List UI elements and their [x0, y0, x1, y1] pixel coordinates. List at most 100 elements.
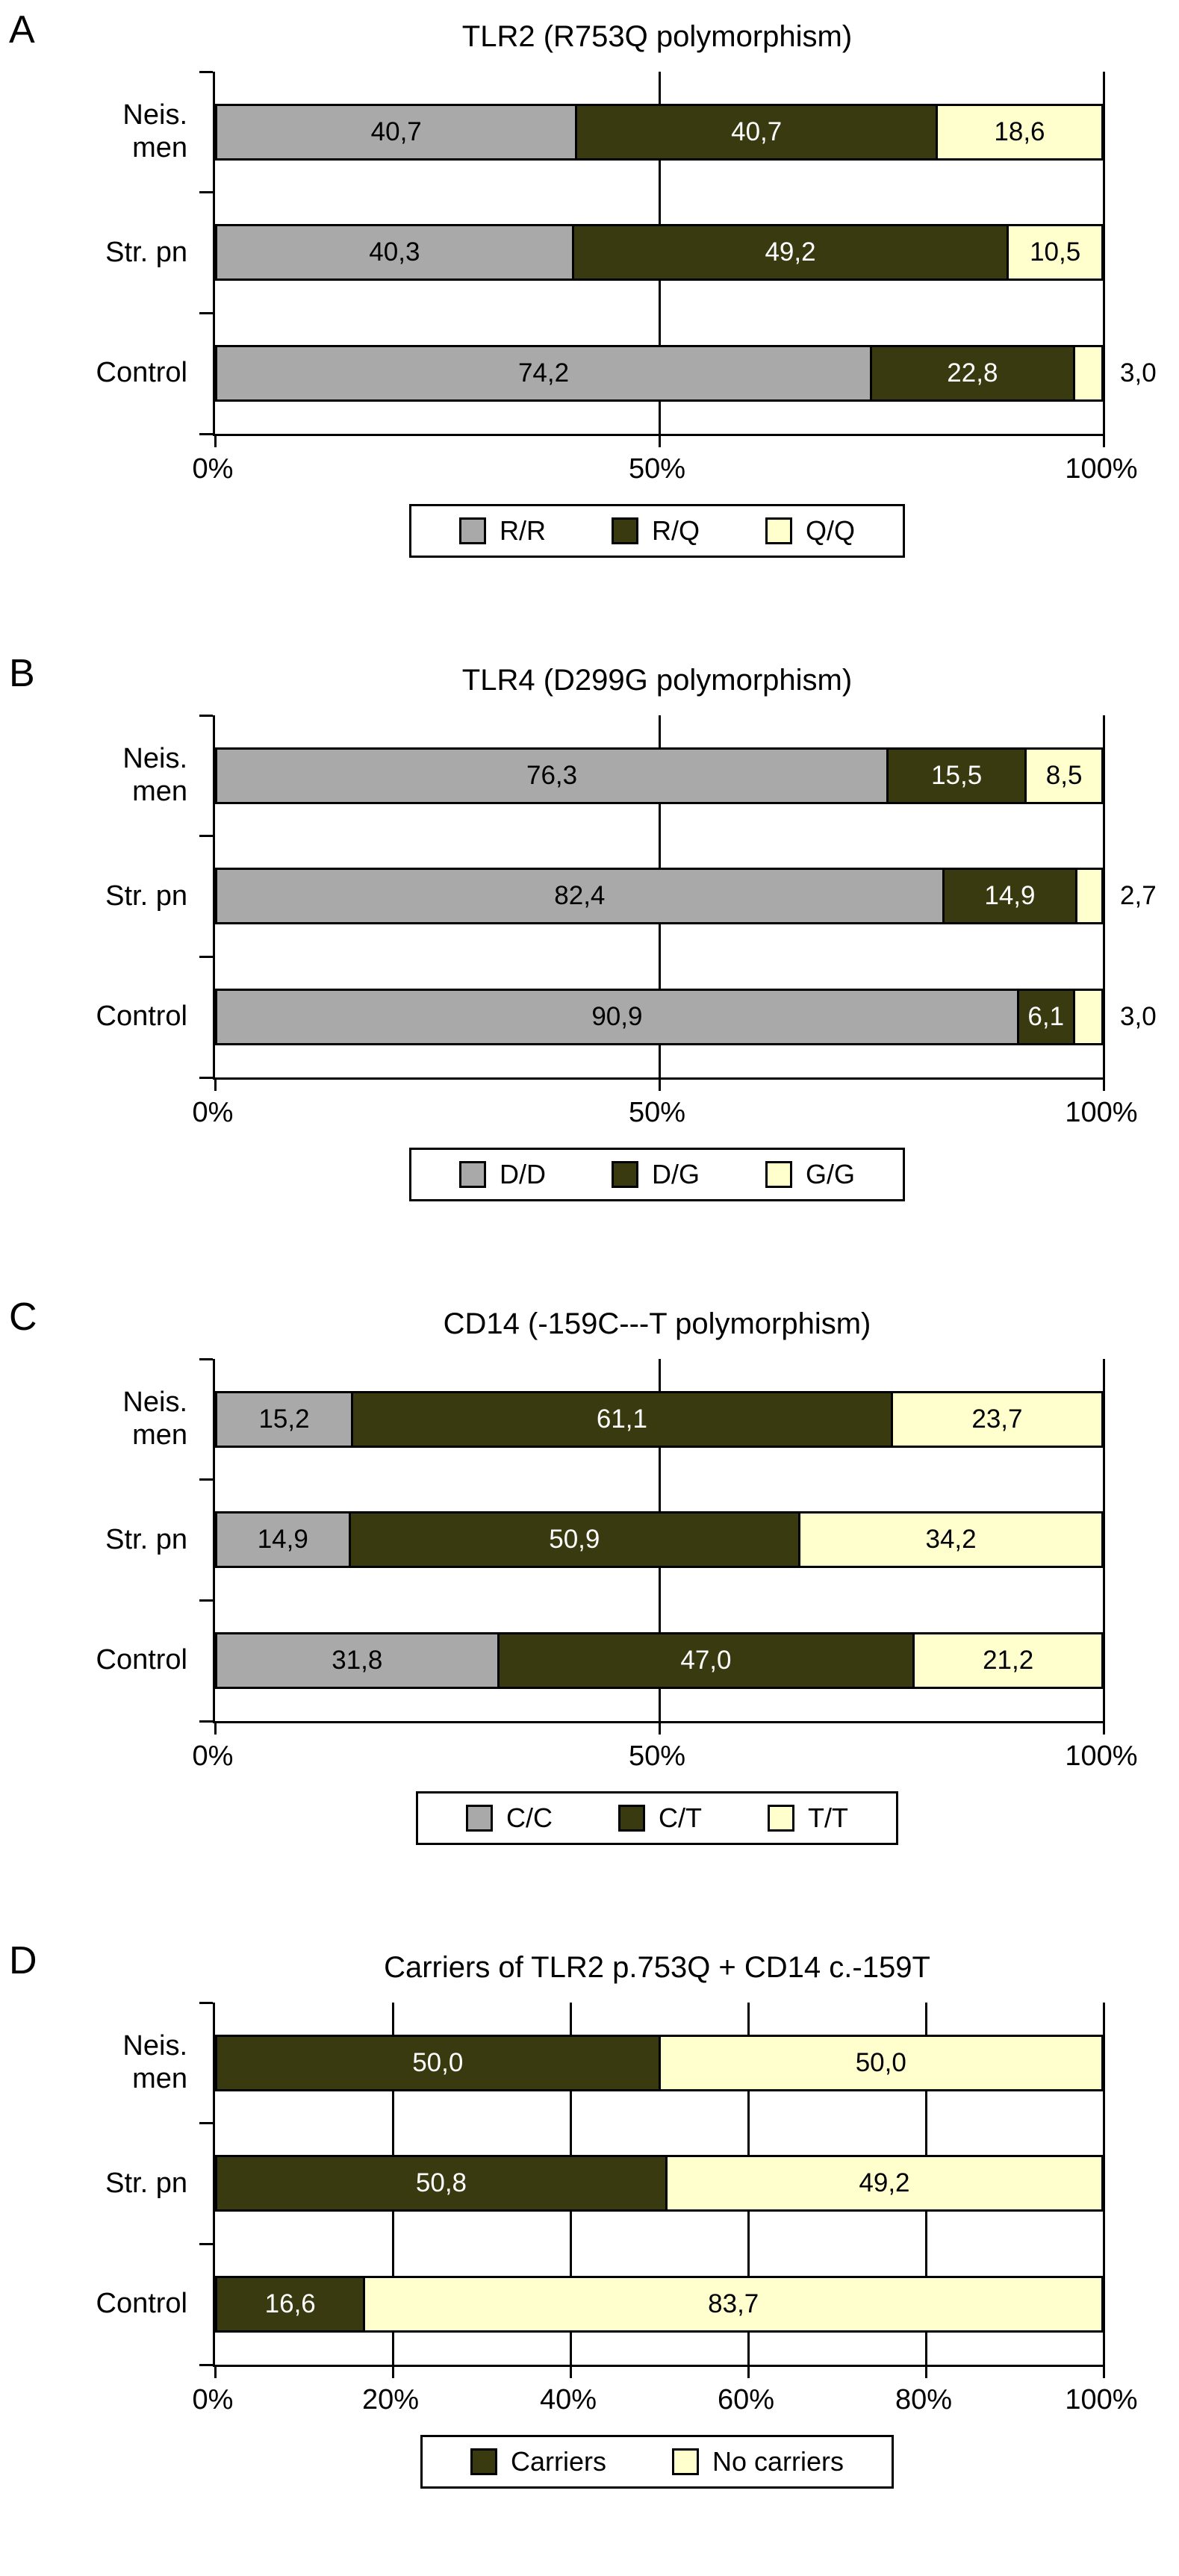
stacked-bar: 40,7 40,7 18,6	[215, 103, 1104, 161]
bar-value-label: 83,7	[708, 2289, 759, 2319]
bar-row: 14,9 50,9 34,2	[215, 1480, 1104, 1601]
bar-segment: 90,9	[215, 989, 1019, 1046]
bar-row: 3,0 90,9 6,1	[215, 956, 1157, 1077]
bar-value-label: 50,8	[415, 2168, 467, 2198]
x-axis-tick	[214, 2365, 217, 2378]
y-axis-tick	[199, 432, 213, 435]
chart-panel: B TLR4 (D299G polymorphism) Neis. men Str…	[0, 644, 1179, 1287]
legend-label: C/C	[506, 1802, 553, 1833]
legend-item: Q/Q	[765, 515, 855, 547]
bar-value-label: 76,3	[526, 760, 578, 790]
x-axis-tick-label: 50%	[628, 453, 686, 485]
bar-value-label: 74,2	[517, 358, 570, 388]
bar-value-label: 49,2	[859, 2168, 910, 2198]
legend-item: Carriers	[470, 2446, 606, 2477]
bar-segment	[1072, 345, 1104, 402]
bar-value-label: 82,4	[554, 881, 606, 911]
gridline	[1102, 1359, 1105, 1721]
bar-row: 76,3 15,5 8,5	[215, 715, 1104, 836]
legend-item: No carriers	[671, 2446, 844, 2477]
bar-value-label: 15,5	[931, 760, 983, 790]
legend-label: Q/Q	[806, 515, 856, 546]
legend-item: R/Q	[611, 515, 700, 547]
x-axis-tick-label: 100%	[1065, 2384, 1138, 2415]
legend-swatch	[470, 2448, 497, 2475]
bar-segment: 40,7	[215, 103, 578, 161]
bar-row: 40,3 49,2 10,5	[215, 193, 1104, 314]
bar-value-label: 14,9	[984, 881, 1036, 911]
legend-item: G/G	[765, 1159, 855, 1190]
bar-value-label: 40,7	[370, 116, 422, 146]
legend-label: Carriers	[510, 2446, 606, 2477]
legend-wrap: D/D D/G G/G	[213, 1148, 1101, 1201]
bar-segment: 23,7	[890, 1390, 1104, 1448]
bar-segment: 82,4	[215, 868, 945, 925]
x-axis-tick-label: 100%	[1065, 1740, 1138, 1772]
x-axis-labels: 0% 50% 100%	[193, 1721, 1138, 1775]
bar-value-label: 61,1	[596, 1404, 647, 1434]
y-axis-tick	[199, 311, 213, 314]
chart-area: Neis. men Str. pn Control 15,2 61,1 23,7 14,9…	[0, 1357, 1179, 1735]
bar-segment: 40,7	[575, 103, 938, 161]
legend-swatch	[466, 1805, 493, 1832]
bar-value-label: 47,0	[680, 1646, 732, 1676]
x-axis-tick	[658, 1721, 661, 1735]
bar-value-label: 23,7	[971, 1404, 1023, 1434]
plot-area: 76,3 15,5 8,5 2,7 82,4 14,9 3,0 90,9 6,1	[199, 714, 1157, 1091]
bar-segment: 6,1	[1016, 989, 1075, 1046]
bar-segment: 21,2	[912, 1632, 1104, 1690]
x-axis-tick	[569, 2365, 572, 2378]
x-axis-labels: 0% 50% 100%	[193, 1077, 1138, 1131]
bar-value-label: 8,5	[1045, 760, 1083, 790]
y-axis-labels: Neis. men Str. pn Control	[0, 72, 213, 434]
x-axis-tick	[1102, 1721, 1105, 1735]
y-axis-tick	[199, 1599, 213, 1602]
legend: R/R R/Q Q/Q	[408, 504, 906, 558]
legend-swatch	[458, 517, 486, 544]
chart-area: Neis. men Str. pn Control 50,0 50,0 50,8 49,2…	[0, 2001, 1179, 2378]
x-axis-tick	[747, 2365, 750, 2378]
category-label: Str. pn	[105, 1523, 187, 1555]
bar-segment: 15,5	[886, 747, 1027, 804]
stacked-bar: 15,2 61,1 23,7	[215, 1390, 1104, 1448]
x-axis-tick	[214, 1721, 217, 1735]
x-axis-tick-label: 20%	[361, 2384, 420, 2415]
bar-segment: 49,2	[571, 224, 1010, 281]
legend: Carriers No carriers	[420, 2435, 895, 2489]
bar-segment: 50,8	[215, 2155, 668, 2212]
y-axis-tick	[199, 191, 213, 194]
bar-segment: 15,2	[215, 1390, 354, 1448]
legend-label: R/R	[499, 515, 546, 546]
x-axis-tick	[1102, 434, 1105, 447]
y-axis-tick	[199, 2242, 213, 2245]
stacked-bar: 40,3 49,2 10,5	[215, 224, 1104, 281]
legend-item: C/C	[466, 1802, 553, 1834]
x-axis-tick	[658, 434, 661, 447]
panel-letter: D	[9, 1939, 37, 1982]
x-axis-tick	[1102, 2365, 1105, 2378]
legend-item: T/T	[768, 1802, 848, 1834]
legend-label: No carriers	[712, 2446, 844, 2477]
bar-value-label: 50,0	[855, 2047, 906, 2077]
bar-segment: 14,9	[942, 868, 1078, 925]
category-label: Control	[96, 357, 188, 389]
y-axis-tick	[199, 955, 213, 958]
stacked-bar: 14,9 50,9 34,2	[215, 1511, 1104, 1569]
legend-swatch	[765, 1161, 792, 1188]
legend: C/C C/T T/T	[416, 1791, 898, 1845]
x-axis-tick-label: 0%	[192, 453, 234, 485]
bar-value-label: 3,0	[1120, 1002, 1157, 1032]
bar-segment: 18,6	[935, 103, 1104, 161]
legend-swatch	[611, 517, 638, 544]
bar-row: 3,0 74,2 22,8	[215, 313, 1157, 434]
y-axis-tick	[199, 1478, 213, 1481]
x-axis-tick	[214, 1077, 217, 1091]
x-axis-tick-label: 50%	[628, 1740, 686, 1772]
stacked-bar: 50,0 50,0	[215, 2034, 1104, 2091]
x-axis-tick	[1102, 1077, 1105, 1091]
x-axis-tick-label: 100%	[1065, 1097, 1138, 1128]
stacked-bar: 16,6 83,7	[215, 2276, 1104, 2333]
x-axis-tick-label: 40%	[539, 2384, 597, 2415]
y-axis-tick	[199, 1720, 213, 1723]
category-label: Str. pn	[105, 2167, 187, 2199]
